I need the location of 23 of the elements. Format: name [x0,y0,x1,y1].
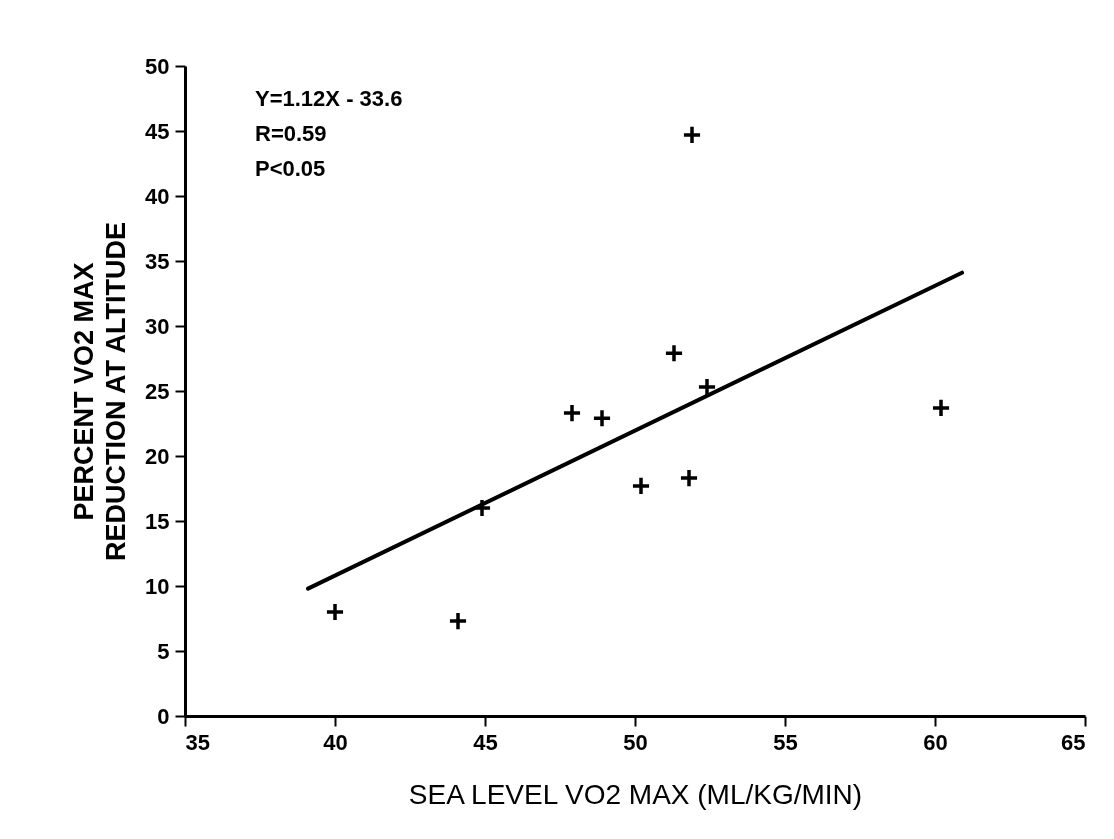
x-tick-label: 35 [185,729,210,755]
y-tick-label: 50 [145,53,170,79]
y-tick-label: 30 [145,313,170,339]
annotation: P<0.05 [255,156,326,181]
x-tick-label: 55 [773,729,798,755]
y-tick-label: 5 [157,638,170,664]
y-axis-title: PERCENT VO2 MAX REDUCTION AT ALTITUDE [69,222,132,561]
x-tick-label: 45 [473,729,498,755]
y-tick-label: 0 [157,703,170,729]
y-tick-label: 40 [145,183,170,209]
x-tick-label: 50 [623,729,648,755]
x-axis-title: SEA LEVEL VO2 MAX (ML/KG/MIN) [408,778,863,810]
annotation: R=0.59 [255,121,327,146]
x-tick-label: 40 [323,729,348,755]
x-tick-label: 60 [923,729,948,755]
x-tick-label: 65 [1061,729,1086,755]
y-tick-label: 10 [145,573,170,599]
y-tick-label: 35 [145,248,170,274]
annotation: Y=1.12X - 33.6 [255,86,403,111]
y-tick-label: 20 [145,443,170,469]
y-tick-label: 15 [145,508,170,534]
y-tick-label: 25 [145,378,170,404]
y-tick-label: 45 [145,118,170,144]
